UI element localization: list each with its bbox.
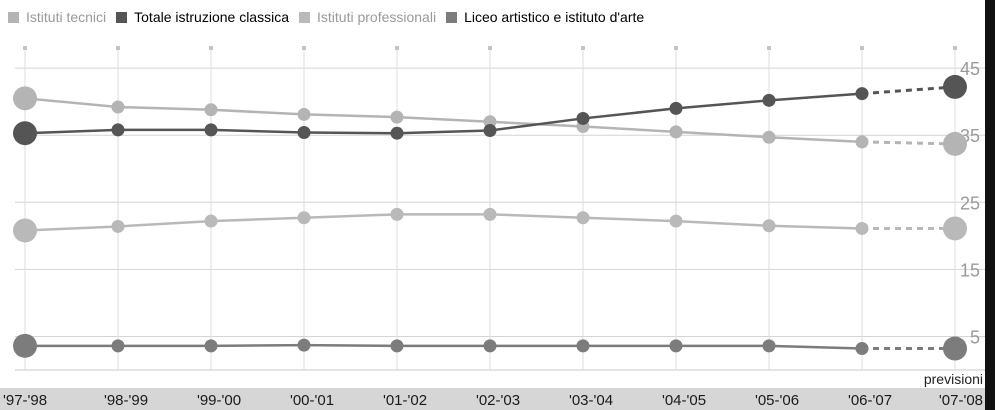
x-tick-label: '07-'08 xyxy=(939,392,983,409)
gridline-tick xyxy=(767,46,771,50)
data-point-istituti-professionali xyxy=(855,221,869,235)
x-tick-label: '04-'05 xyxy=(662,392,706,409)
legend-label: Totale istruzione classica xyxy=(134,9,289,25)
legend-item-istituti-tecnici: Istituti tecnici xyxy=(8,9,106,25)
data-point-istituti-tecnici xyxy=(13,86,37,111)
data-point-istituti-professionali xyxy=(669,214,683,228)
data-point-istituti-tecnici xyxy=(111,100,125,114)
series-line-liceo-artistico-e-istituto-d-arte xyxy=(25,343,863,350)
chart-legend: Istituti tecnici Totale istruzione classi… xyxy=(8,6,654,28)
data-point-istituti-tecnici xyxy=(943,131,967,156)
x-tick-label: '03-'04 xyxy=(569,392,613,409)
data-point-liceo-artistico-e-istituto-d-arte xyxy=(943,336,967,361)
x-tick-label: '02-'03 xyxy=(476,392,520,409)
x-tick-label: '00-'01 xyxy=(290,392,334,409)
data-point-istituti-professionali xyxy=(204,214,218,228)
data-point-totale-istruzione-classica xyxy=(669,101,683,115)
gridline-tick xyxy=(581,46,585,50)
gridline-tick xyxy=(209,46,213,50)
y-tick-label: 5 xyxy=(970,327,980,347)
data-point-totale-istruzione-classica xyxy=(762,93,776,107)
legend-swatch xyxy=(116,11,128,23)
data-point-liceo-artistico-e-istituto-d-arte xyxy=(855,342,869,356)
data-point-istituti-tecnici xyxy=(204,103,218,117)
y-tick-label: 45 xyxy=(960,59,980,79)
data-point-istituti-tecnici xyxy=(297,107,311,121)
data-point-istituti-professionali xyxy=(390,207,404,221)
y-tick-label: 15 xyxy=(960,260,980,280)
gridline-tick xyxy=(488,46,492,50)
data-point-istituti-professionali xyxy=(762,219,776,233)
legend-swatch xyxy=(299,11,310,23)
y-tick-label: 25 xyxy=(960,193,980,213)
series-forecast-line-istituti-tecnici xyxy=(861,140,956,146)
legend-label: Istituti tecnici xyxy=(26,9,107,25)
data-point-istituti-tecnici xyxy=(762,130,776,144)
data-point-istituti-professionali xyxy=(943,216,967,241)
data-point-totale-istruzione-classica xyxy=(204,123,218,137)
legend-swatch xyxy=(446,11,458,23)
data-point-liceo-artistico-e-istituto-d-arte xyxy=(111,339,125,353)
data-point-istituti-tecnici xyxy=(855,135,869,149)
data-point-liceo-artistico-e-istituto-d-arte xyxy=(297,338,311,352)
series-line-istituti-professionali xyxy=(24,213,863,232)
data-point-istituti-professionali xyxy=(111,219,125,233)
data-point-totale-istruzione-classica xyxy=(111,123,125,137)
data-point-totale-istruzione-classica xyxy=(390,126,404,140)
gridline-tick xyxy=(395,46,399,50)
data-point-liceo-artistico-e-istituto-d-arte xyxy=(669,339,683,353)
data-point-totale-istruzione-classica xyxy=(483,124,497,138)
data-point-totale-istruzione-classica xyxy=(576,111,590,125)
data-point-istituti-professionali xyxy=(483,207,497,221)
data-point-liceo-artistico-e-istituto-d-arte xyxy=(576,339,590,353)
data-point-liceo-artistico-e-istituto-d-arte xyxy=(762,339,776,353)
data-point-istituti-professionali xyxy=(297,211,311,225)
legend-item-liceo-artistico-e-istituto-d-arte: Liceo artistico e istituto d'arte xyxy=(446,9,644,25)
data-point-totale-istruzione-classica xyxy=(943,74,967,99)
x-tick-label: '98-'99 xyxy=(104,392,148,409)
series-line-totale-istruzione-classica xyxy=(24,92,863,135)
data-point-totale-istruzione-classica xyxy=(13,121,37,146)
data-point-liceo-artistico-e-istituto-d-arte xyxy=(13,333,37,358)
forecast-label: previsioni xyxy=(924,371,983,387)
data-point-liceo-artistico-e-istituto-d-arte xyxy=(483,339,497,353)
data-point-totale-istruzione-classica xyxy=(855,87,869,101)
gridline-tick xyxy=(302,46,306,50)
series-forecast-line-totale-istruzione-classica xyxy=(861,85,956,96)
frame-right-edge xyxy=(985,0,995,410)
data-point-istituti-tecnici xyxy=(669,125,683,139)
x-tick-label: '97-'98 xyxy=(3,392,47,409)
series-line-istituti-tecnici xyxy=(24,97,863,144)
legend-item-istituti-professionali: Istituti professionali xyxy=(299,9,436,25)
data-point-liceo-artistico-e-istituto-d-arte xyxy=(204,339,218,353)
gridline-tick xyxy=(953,46,957,50)
data-point-liceo-artistico-e-istituto-d-arte xyxy=(390,339,404,353)
data-point-istituti-professionali xyxy=(13,218,37,243)
legend-swatch xyxy=(8,11,19,23)
x-axis-band xyxy=(0,388,985,410)
legend-item-totale-istruzione-classica: Totale istruzione classica xyxy=(116,9,289,25)
x-tick-label: '99-'00 xyxy=(197,392,241,409)
x-tick-label: '06-'07 xyxy=(848,392,892,409)
x-tick-label: '01-'02 xyxy=(383,392,427,409)
gridline-tick xyxy=(116,46,120,50)
legend-label: Liceo artistico e istituto d'arte xyxy=(464,9,645,25)
gridline-tick xyxy=(23,46,27,50)
x-tick-label: '05-'06 xyxy=(755,392,799,409)
data-point-istituti-professionali xyxy=(576,211,590,225)
legend-label: Istituti professionali xyxy=(317,9,437,25)
data-point-istituti-tecnici xyxy=(390,110,404,124)
gridline-tick xyxy=(674,46,678,50)
data-point-totale-istruzione-classica xyxy=(297,126,311,140)
gridline-tick xyxy=(860,46,864,50)
